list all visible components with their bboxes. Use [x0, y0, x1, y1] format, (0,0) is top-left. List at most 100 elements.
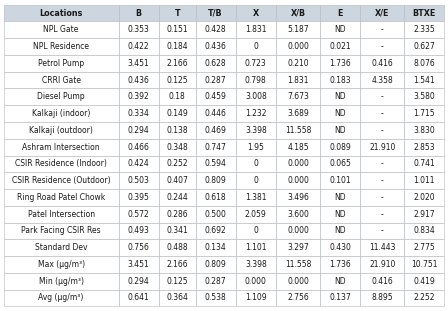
Text: Kalkaji (outdoor): Kalkaji (outdoor): [29, 126, 93, 135]
Bar: [196, 256, 236, 273]
Bar: [320, 72, 360, 88]
Text: 0.287: 0.287: [205, 76, 227, 85]
Bar: [4, 172, 119, 189]
Bar: [404, 290, 444, 306]
Text: Kalkaji (indoor): Kalkaji (indoor): [32, 109, 90, 118]
Bar: [4, 55, 119, 72]
Text: 1.736: 1.736: [329, 59, 351, 68]
Text: 2.059: 2.059: [245, 210, 267, 219]
Text: 1.232: 1.232: [245, 109, 267, 118]
Text: 0.000: 0.000: [287, 176, 309, 185]
Bar: [360, 290, 404, 306]
Bar: [320, 105, 360, 122]
Bar: [119, 256, 159, 273]
Text: 11.558: 11.558: [285, 260, 311, 269]
Text: 7.673: 7.673: [287, 92, 309, 101]
Text: BTXE: BTXE: [413, 8, 436, 17]
Bar: [119, 290, 159, 306]
Text: ND: ND: [334, 25, 346, 34]
Bar: [196, 223, 236, 239]
Text: 0.244: 0.244: [166, 193, 188, 202]
Text: 21.910: 21.910: [369, 260, 396, 269]
Text: 3.600: 3.600: [287, 210, 309, 219]
Text: 2.335: 2.335: [414, 25, 435, 34]
Text: 1.011: 1.011: [414, 176, 435, 185]
Text: ND: ND: [334, 193, 346, 202]
Bar: [236, 156, 276, 172]
Bar: [276, 139, 320, 156]
Text: 5.187: 5.187: [287, 25, 309, 34]
Bar: [276, 290, 320, 306]
Bar: [404, 172, 444, 189]
Bar: [404, 239, 444, 256]
Bar: [196, 189, 236, 206]
Bar: [4, 72, 119, 88]
Bar: [159, 122, 196, 139]
Text: -: -: [381, 210, 383, 219]
Bar: [159, 5, 196, 21]
Bar: [159, 273, 196, 290]
Bar: [320, 223, 360, 239]
Bar: [4, 5, 119, 21]
Bar: [320, 239, 360, 256]
Bar: [236, 139, 276, 156]
Text: 0.294: 0.294: [128, 126, 150, 135]
Bar: [404, 88, 444, 105]
Text: 1.109: 1.109: [245, 294, 267, 303]
Text: Min (μg/m³): Min (μg/m³): [39, 277, 84, 286]
Bar: [320, 273, 360, 290]
Text: 1.101: 1.101: [245, 243, 267, 252]
Text: 1.831: 1.831: [245, 25, 267, 34]
Text: Ashram Intersection: Ashram Intersection: [22, 143, 100, 152]
Bar: [404, 139, 444, 156]
Text: CSIR Residence (Outdoor): CSIR Residence (Outdoor): [12, 176, 111, 185]
Text: 0.641: 0.641: [128, 294, 150, 303]
Bar: [236, 223, 276, 239]
Text: 2.775: 2.775: [414, 243, 435, 252]
Text: 2.853: 2.853: [414, 143, 435, 152]
Bar: [236, 239, 276, 256]
Text: ND: ND: [334, 210, 346, 219]
Text: ND: ND: [334, 109, 346, 118]
Bar: [196, 21, 236, 38]
Text: 0.134: 0.134: [205, 243, 227, 252]
Bar: [360, 139, 404, 156]
Text: 0.538: 0.538: [205, 294, 227, 303]
Bar: [159, 189, 196, 206]
Text: 10.751: 10.751: [411, 260, 438, 269]
Text: 1.715: 1.715: [414, 109, 435, 118]
Bar: [236, 206, 276, 223]
Bar: [196, 139, 236, 156]
Bar: [159, 72, 196, 88]
Bar: [4, 156, 119, 172]
Text: Park Facing CSIR Res: Park Facing CSIR Res: [22, 226, 101, 235]
Text: -: -: [381, 126, 383, 135]
Text: 0.000: 0.000: [245, 277, 267, 286]
Text: X/E: X/E: [375, 8, 389, 17]
Text: Diesel Pump: Diesel Pump: [37, 92, 85, 101]
Text: NPL Gate: NPL Gate: [43, 25, 79, 34]
Bar: [159, 206, 196, 223]
Bar: [196, 122, 236, 139]
Bar: [276, 239, 320, 256]
Bar: [119, 206, 159, 223]
Text: 8.895: 8.895: [371, 294, 393, 303]
Text: 0.428: 0.428: [205, 25, 227, 34]
Bar: [276, 122, 320, 139]
Bar: [404, 256, 444, 273]
Text: 2.166: 2.166: [166, 59, 188, 68]
Text: CSIR Residence (Indoor): CSIR Residence (Indoor): [15, 159, 107, 168]
Bar: [159, 21, 196, 38]
Bar: [320, 5, 360, 21]
Text: 1.95: 1.95: [247, 143, 264, 152]
Bar: [276, 256, 320, 273]
Bar: [360, 189, 404, 206]
Bar: [119, 156, 159, 172]
Text: 0.392: 0.392: [128, 92, 150, 101]
Text: -: -: [381, 176, 383, 185]
Text: 0.407: 0.407: [166, 176, 188, 185]
Text: 0.424: 0.424: [128, 159, 150, 168]
Bar: [4, 105, 119, 122]
Text: 0.436: 0.436: [128, 76, 150, 85]
Bar: [360, 273, 404, 290]
